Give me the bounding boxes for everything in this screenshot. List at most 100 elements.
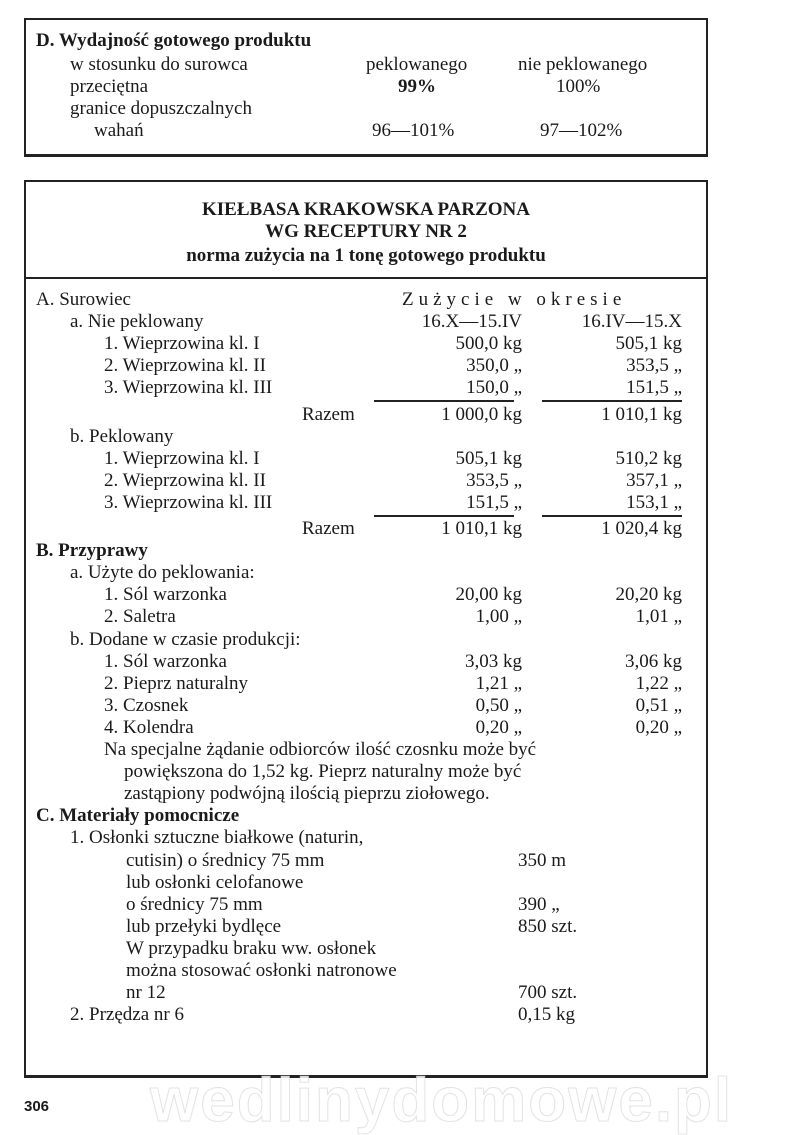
yield-col-uncured: nie peklowanego — [518, 54, 648, 75]
row-label: nr 12 — [126, 982, 166, 1004]
material-quantity: 0,15 kg — [518, 1004, 575, 1026]
sum-underline — [374, 514, 514, 517]
total-row: Razem 1 010,1 kg 1 020,4 kg — [26, 518, 706, 540]
table-row: 3. Wieprzowina kl. III 151,5 „ 153,1 „ — [26, 491, 706, 517]
value-winter-period: 353,5 „ — [466, 469, 522, 491]
row-label: 3. Czosnek — [104, 694, 189, 716]
yield-range-label-2: wahań — [94, 120, 144, 141]
table-row: A. Surowiec Zużycie w okresie — [26, 289, 706, 311]
value-summer-period: 1 020,4 kg — [601, 518, 682, 539]
value-winter-period: 1 000,0 kg — [441, 403, 522, 425]
value-summer-period: 20,20 kg — [615, 584, 683, 606]
value-summer-period: 510,2 kg — [615, 447, 683, 469]
value-summer-period: 353,5 „ — [626, 355, 682, 377]
table-row: 1. Wieprzowina kl. I 505,1 kg 510,2 kg — [26, 448, 706, 470]
value-winter-period: 3,03 kg — [465, 650, 522, 672]
value-summer-period: 16.IV—15.X — [581, 311, 682, 333]
page-number: 306 — [24, 1098, 50, 1115]
value-summer-period: 1,22 „ — [635, 672, 682, 694]
table-row: o średnicy 75 mm 390 „ — [26, 894, 706, 916]
row-label: lub przełyki bydlęce — [126, 915, 282, 937]
row-label: A. Surowiec — [36, 289, 131, 310]
value-winter-period: 20,00 kg — [455, 584, 523, 606]
row-label: B. Przyprawy — [36, 540, 148, 562]
sum-underline — [542, 400, 682, 403]
value-summer-period: 3,06 kg — [625, 650, 682, 672]
table-row: 1. Osłonki sztuczne białkowe (naturin, — [26, 827, 706, 849]
yield-section: D. Wydajność gotowego produktu w stosunk… — [24, 18, 708, 157]
value-summer-period: 1,01 „ — [635, 606, 682, 628]
row-label: 1. Wieprzowina kl. I — [104, 333, 260, 355]
table-row: W przypadku braku ww. osłonek — [26, 938, 706, 960]
value-winter-period: 16.X—15.IV — [421, 311, 522, 333]
table-row: 1. Sól warzonka 3,03 kg 3,06 kg — [26, 651, 706, 673]
value-winter-period: 1,21 „ — [475, 672, 522, 694]
value-summer-period: 0,51 „ — [635, 694, 682, 716]
table-row: 2. Wieprzowina kl. II 353,5 „ 357,1 „ — [26, 470, 706, 492]
row-label: lub osłonki celofanowe — [126, 871, 304, 893]
sum-underline — [374, 400, 514, 403]
material-quantity: 850 szt. — [518, 915, 578, 937]
row-label: Razem — [302, 403, 355, 425]
yield-col-cured: peklowanego — [366, 54, 468, 75]
yield-title: D. Wydajność gotowego produktu — [36, 30, 312, 51]
row-label: 2. Wieprzowina kl. II — [104, 469, 266, 491]
table-row: powiększona do 1,52 kg. Pieprz naturalny… — [26, 761, 706, 783]
value-winter-period: 0,50 „ — [475, 694, 522, 716]
row-label: o średnicy 75 mm — [126, 893, 263, 915]
table-row: lub osłonki celofanowe — [26, 872, 706, 894]
row-label: 2. Przędza nr 6 — [70, 1004, 184, 1026]
header-divider — [26, 277, 706, 279]
value-summer-period: 153,1 „ — [626, 491, 682, 513]
value-winter-period: 505,1 kg — [455, 447, 523, 469]
row-label: a. Użyte do peklowania: — [70, 562, 255, 584]
yield-average-label: przeciętna — [70, 76, 149, 97]
value-winter-period: 0,20 „ — [475, 716, 522, 738]
yield-range-label: granice dopuszczalnych — [70, 98, 252, 119]
table-row: 4. Kolendra 0,20 „ 0,20 „ — [26, 717, 706, 739]
total-row: Razem 1 000,0 kg 1 010,1 kg — [26, 404, 706, 426]
row-label: b. Peklowany — [70, 425, 174, 447]
material-quantity: 700 szt. — [518, 982, 578, 1004]
row-label: 2. Pieprz naturalny — [104, 672, 249, 694]
value-summer-period: 151,5 „ — [626, 377, 682, 399]
value-summer-period: 0,20 „ — [635, 716, 682, 738]
row-label: Razem — [302, 518, 355, 539]
table-row: 2. Przędza nr 6 0,15 kg — [26, 1004, 706, 1026]
row-label: Na specjalne żądanie odbiorców ilość czo… — [104, 739, 537, 760]
value-winter-period: 350,0 „ — [466, 355, 522, 377]
table-row: 3. Wieprzowina kl. III 150,0 „ 151,5 „ — [26, 377, 706, 403]
sum-underline — [542, 514, 682, 517]
yield-basis-label: w stosunku do surowca — [70, 54, 248, 75]
row-label: 1. Wieprzowina kl. I — [104, 447, 260, 469]
table-row: 2. Saletra 1,00 „ 1,01 „ — [26, 606, 706, 628]
value-summer-period: 1 010,1 kg — [601, 403, 682, 425]
row-label: 2. Wieprzowina kl. II — [104, 355, 266, 377]
value-summer-period: 505,1 kg — [615, 333, 683, 355]
table-row: można stosować osłonki natronowe — [26, 960, 706, 982]
table-row: a. Użyte do peklowania: — [26, 562, 706, 584]
row-label: C. Materiały pomocnicze — [36, 805, 240, 827]
table-row: 2. Wieprzowina kl. II 350,0 „ 353,5 „ — [26, 355, 706, 377]
row-label: 2. Saletra — [104, 606, 176, 628]
watermark: wedlinydomowe.pl — [149, 1066, 734, 1135]
row-label: 1. Sól warzonka — [104, 650, 227, 672]
row-label: b. Dodane w czasie produkcji: — [70, 628, 301, 650]
row-label: można stosować osłonki natronowe — [126, 960, 397, 981]
yield-range-cured: 96—101% — [372, 120, 455, 141]
recipe-section: KIEŁBASA KRAKOWSKA PARZONA WG RECEPTURY … — [24, 180, 708, 1078]
row-label: W przypadku braku ww. osłonek — [126, 937, 377, 959]
table-row: 2. Pieprz naturalny 1,21 „ 1,22 „ — [26, 673, 706, 695]
table-row: B. Przyprawy — [26, 540, 706, 562]
material-quantity: 390 „ — [518, 893, 560, 915]
row-label: 3. Wieprzowina kl. III — [104, 377, 273, 399]
recipe-title: KIEŁBASA KRAKOWSKA PARZONA — [202, 199, 530, 220]
yield-range-uncured: 97—102% — [540, 120, 623, 141]
table-row: b. Dodane w czasie produkcji: — [26, 629, 706, 651]
table-row: 1. Wieprzowina kl. I 500,0 kg 505,1 kg — [26, 333, 706, 355]
value-winter-period: 1,00 „ — [475, 606, 522, 628]
value-summer-period: 357,1 „ — [626, 469, 682, 491]
table-row: b. Peklowany — [26, 426, 706, 448]
value-winter-period: 150,0 „ — [466, 377, 522, 399]
table-row: 1. Sól warzonka 20,00 kg 20,20 kg — [26, 584, 706, 606]
